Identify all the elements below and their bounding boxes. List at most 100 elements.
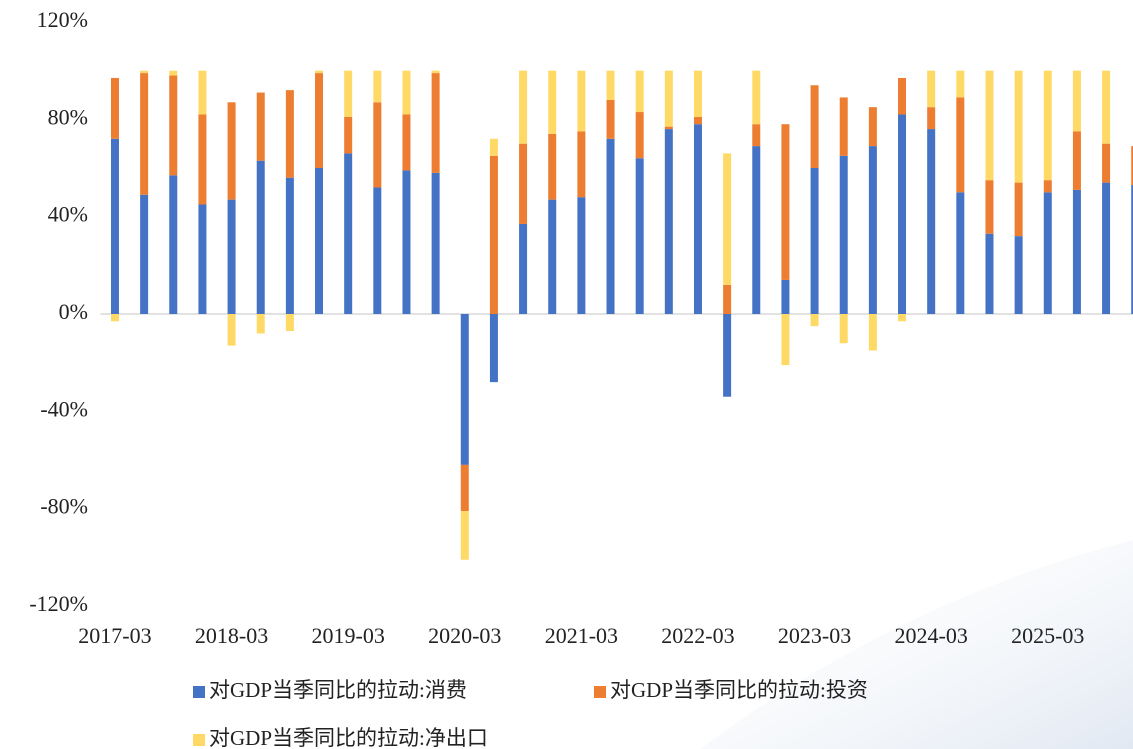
bar-segment bbox=[664, 70, 673, 127]
bar-segment bbox=[140, 73, 149, 195]
bar-segment bbox=[431, 70, 440, 74]
bar-segment bbox=[1072, 189, 1081, 314]
x-tick-label: 2025-03 bbox=[1011, 623, 1084, 648]
bar-segment bbox=[402, 170, 411, 314]
bar-segment bbox=[839, 97, 848, 156]
bar-segment bbox=[548, 133, 557, 200]
bar-segment bbox=[1102, 70, 1111, 144]
bar-segment bbox=[285, 177, 294, 314]
legend-swatch bbox=[193, 734, 205, 746]
bar-segment bbox=[548, 199, 557, 314]
bar-segment bbox=[1072, 70, 1081, 132]
bar-segment bbox=[227, 314, 236, 346]
y-tick-label: 120% bbox=[37, 7, 88, 32]
bar-segment bbox=[781, 279, 790, 314]
bar-segment bbox=[693, 116, 702, 125]
bar-segment bbox=[606, 99, 615, 139]
bar-segment bbox=[169, 75, 178, 176]
bar-segment bbox=[577, 70, 586, 132]
bar-segment bbox=[1014, 182, 1023, 237]
bar-segment bbox=[927, 70, 936, 108]
bar-segment bbox=[577, 131, 586, 198]
y-tick-label: -40% bbox=[40, 396, 88, 421]
y-tick-label: -80% bbox=[40, 494, 88, 519]
bar-segment bbox=[752, 124, 761, 147]
bar-segment bbox=[927, 129, 936, 314]
bar-segment bbox=[1014, 70, 1023, 183]
x-tick-label: 2017-03 bbox=[78, 623, 151, 648]
x-tick-label: 2021-03 bbox=[545, 623, 618, 648]
x-tick-label: 2022-03 bbox=[661, 623, 734, 648]
bar-segment bbox=[519, 223, 528, 314]
bar-segment bbox=[781, 314, 790, 366]
x-tick-label: 2020-03 bbox=[428, 623, 501, 648]
bar-segment bbox=[373, 187, 382, 314]
bar-segment bbox=[1072, 131, 1081, 190]
bar-segment bbox=[898, 77, 907, 115]
bar-segment bbox=[752, 146, 761, 314]
bar-segment bbox=[693, 70, 702, 117]
bar-segment bbox=[256, 160, 265, 314]
bar-segment bbox=[752, 70, 761, 125]
bar-segment bbox=[315, 168, 324, 314]
bar-segment bbox=[256, 92, 265, 161]
bar-segment bbox=[781, 124, 790, 280]
bar-segment bbox=[227, 199, 236, 314]
bar-segment bbox=[1102, 143, 1111, 183]
bar-segment bbox=[373, 102, 382, 188]
bar-segment bbox=[460, 511, 469, 560]
bar-segment bbox=[1014, 236, 1023, 314]
bar-segment bbox=[956, 70, 965, 98]
bar-segment bbox=[198, 114, 207, 205]
bar-segment bbox=[198, 204, 207, 314]
bar-segment bbox=[1043, 192, 1052, 314]
bar-segment bbox=[140, 194, 149, 314]
bar-segment bbox=[956, 192, 965, 314]
bar-segment bbox=[344, 116, 353, 154]
bar-segment bbox=[839, 155, 848, 314]
bar-segment bbox=[723, 153, 732, 285]
bar-segment bbox=[898, 314, 907, 322]
legend-label: 对GDP当季同比的拉动:消费 bbox=[209, 678, 467, 702]
bar-segment bbox=[985, 180, 994, 234]
bar-segment bbox=[344, 70, 353, 117]
bar-segment bbox=[1131, 185, 1133, 314]
bar-segment bbox=[548, 70, 557, 134]
y-tick-label: 0% bbox=[59, 299, 88, 324]
bar-segment bbox=[285, 314, 294, 332]
bar-segment bbox=[519, 143, 528, 224]
x-tick-label: 2018-03 bbox=[195, 623, 268, 648]
bar-segment bbox=[985, 70, 994, 181]
bar-segment bbox=[1043, 70, 1052, 181]
bar-segment bbox=[256, 314, 265, 334]
bar-segment bbox=[577, 197, 586, 314]
bar-segment bbox=[606, 70, 615, 100]
x-tick-label: 2023-03 bbox=[778, 623, 851, 648]
bar-segment bbox=[810, 314, 819, 327]
bar-segment bbox=[431, 172, 440, 314]
bar-segment bbox=[664, 126, 673, 130]
x-tick-label: 2024-03 bbox=[895, 623, 968, 648]
bar-segment bbox=[985, 233, 994, 314]
bar-segment bbox=[169, 70, 178, 76]
bar-segment bbox=[402, 70, 411, 115]
bar-segment bbox=[1131, 146, 1133, 186]
bar-segment bbox=[839, 314, 848, 344]
bar-segment bbox=[723, 314, 732, 397]
y-tick-label: -120% bbox=[29, 591, 88, 616]
bar-segment bbox=[402, 114, 411, 171]
bar-segment bbox=[635, 158, 644, 314]
bar-segment bbox=[635, 112, 644, 159]
bar-segment bbox=[868, 107, 877, 147]
bar-segment bbox=[898, 114, 907, 314]
bar-segment bbox=[489, 138, 498, 156]
legend-swatch bbox=[594, 686, 606, 698]
bar-segment bbox=[810, 85, 819, 168]
bar-segment bbox=[460, 464, 469, 512]
bar-segment bbox=[606, 138, 615, 314]
bar-segment bbox=[315, 70, 324, 74]
bar-segment bbox=[169, 175, 178, 314]
bar-segment bbox=[1102, 182, 1111, 314]
